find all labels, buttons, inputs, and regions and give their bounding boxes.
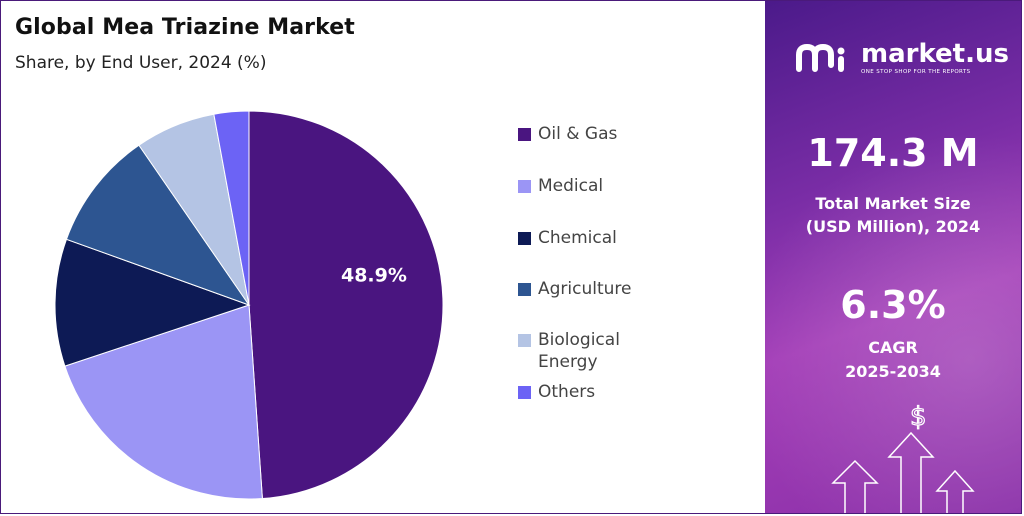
chart-title: Global Mea Triazine Market — [15, 15, 355, 40]
legend-label: Chemical — [538, 228, 617, 248]
cagr-value: 6.3% — [840, 283, 946, 327]
market-size-value: 174.3 M — [807, 131, 979, 175]
pie-slice-chemical — [54, 238, 251, 367]
market-size-label-line2: (USD Million), 2024 — [805, 217, 981, 236]
legend-swatch — [518, 232, 531, 245]
growth-arrows-illustration: $ — [831, 401, 975, 513]
brand-logo: market.us ONE STOP SHOP FOR THE REPORTS — [795, 39, 1015, 79]
pie-slice-medical — [64, 304, 263, 500]
pie-slice-oil-gas — [248, 110, 444, 500]
pie-slice-others — [213, 110, 250, 306]
legend-label: Agriculture — [538, 279, 632, 299]
legend-swatch — [518, 128, 531, 141]
market-size-label-line1: Total Market Size — [815, 194, 971, 213]
summary-panel: market.us ONE STOP SHOP FOR THE REPORTS … — [765, 1, 1021, 513]
pie-data-label: 48.9% — [341, 265, 407, 287]
chart-subtitle: Share, by End User, 2024 (%) — [15, 53, 267, 73]
pie-chart: 48.9% — [54, 110, 444, 500]
legend-swatch — [518, 180, 531, 193]
dollar-sign-icon: $ — [910, 402, 927, 432]
legend-swatch — [518, 334, 531, 347]
arrow-up-icon-left — [831, 459, 879, 513]
brand-tagline: ONE STOP SHOP FOR THE REPORTS — [861, 69, 971, 75]
legend-label: Others — [538, 382, 596, 402]
legend-swatch — [518, 283, 531, 296]
pie-slice-agriculture — [65, 144, 251, 306]
brand-name: market.us — [861, 39, 1009, 69]
arrow-up-icon-right — [935, 469, 975, 513]
chart-panel: Global Mea Triazine Market Share, by End… — [1, 1, 765, 513]
arrow-up-icon-middle — [887, 431, 935, 513]
legend-label: Medical — [538, 176, 604, 196]
cagr-period: 2025-2034 — [845, 362, 941, 381]
legend-label: Oil & Gas — [538, 124, 618, 144]
legend-label: Biological Energy — [538, 330, 620, 372]
market-us-logo-icon — [796, 43, 845, 72]
cagr-label: CAGR — [868, 338, 918, 357]
panel-background-glow — [765, 1, 1021, 513]
legend-swatch — [518, 386, 531, 399]
